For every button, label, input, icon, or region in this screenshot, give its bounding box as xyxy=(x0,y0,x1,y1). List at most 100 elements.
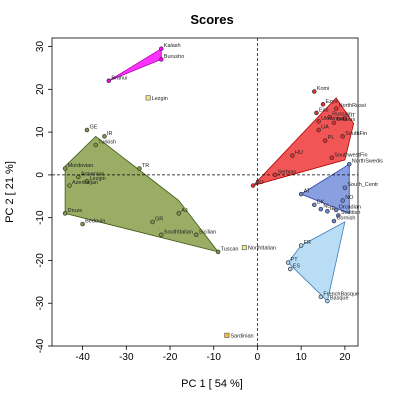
group-1-label-eas: Eas xyxy=(319,107,329,113)
x-tick-label: -40 xyxy=(75,352,90,363)
group-2-label-no: NO xyxy=(345,195,354,201)
group-4-point-druze xyxy=(62,211,68,216)
group-2-point-nl xyxy=(318,206,324,212)
group-2-hull xyxy=(300,163,350,214)
group-3-point-es xyxy=(287,266,293,272)
group-1-point-southfin xyxy=(340,134,345,139)
group-1-point-southwestfin xyxy=(329,155,335,161)
group-2-point-dk xyxy=(312,202,317,208)
group-4-label-tr: TR xyxy=(142,163,149,169)
group-1-point-ua xyxy=(316,127,321,133)
group-2-label-at: AT xyxy=(304,189,311,195)
group-2-label-ie: IE xyxy=(330,206,336,212)
group-1-label-serbian: Serbian xyxy=(277,169,296,175)
chart-title: Scores xyxy=(190,12,233,27)
x-tick-label: -20 xyxy=(163,352,178,363)
group-1-point-serbian xyxy=(272,172,278,178)
group-2-point-ie xyxy=(325,209,330,214)
group-4-label-gr: GR xyxy=(155,216,163,222)
x-tick-label: 20 xyxy=(339,352,351,363)
group-4-point-southitalian xyxy=(159,232,164,238)
group-1-point-komi xyxy=(312,89,317,94)
group-2-point-northswedis xyxy=(347,161,352,167)
group-1-point-ukrainian xyxy=(316,119,321,124)
group-3-label-fr: FR xyxy=(304,240,311,246)
group-2-label-scottish: Scottish xyxy=(341,210,361,216)
group-4-point-ir xyxy=(102,134,107,139)
group-4-label-ir: IR xyxy=(107,131,113,137)
group-2-point-scottish xyxy=(336,213,341,218)
group-4-label-azerbaijan: Azerbaijan xyxy=(72,180,98,186)
singleton-point-sardinian xyxy=(224,332,230,338)
group-5-point-burusho xyxy=(159,57,164,62)
group-4-label-sicilian: Sicilian xyxy=(199,229,216,235)
group-2-point-no xyxy=(340,198,345,203)
group-1-point-lit xyxy=(342,116,348,121)
group-4-point-mordovian xyxy=(62,166,68,171)
group-1-label-ukrainian: Ukrainian xyxy=(321,116,344,122)
group-2-label-orcadian: Orcadian xyxy=(339,204,361,210)
group-4-label-ge: GE xyxy=(89,124,97,130)
group-1-point-hu xyxy=(290,153,295,158)
y-tick-label: 20 xyxy=(35,83,46,95)
group-3-point-fr xyxy=(298,243,304,248)
group-3-point-basque xyxy=(325,298,330,304)
y-tick-label: 0 xyxy=(35,172,46,178)
group-3-point-frenchbasque xyxy=(318,294,324,300)
y-tick-label: -30 xyxy=(35,296,46,311)
group-2-label-northswedis: NorthSwedis xyxy=(352,159,383,165)
group-5-label-burusho: Burusho xyxy=(164,54,185,60)
group-1-point-pl xyxy=(322,138,328,143)
group-2-label-south-centr: South_Centr xyxy=(347,182,378,188)
group-1-label-southfin: SouthFin xyxy=(345,131,367,137)
singleton-label-sardinian: Sardinian xyxy=(230,333,253,339)
singleton-label-northitalian: NorthItalian xyxy=(248,246,276,252)
x-axis-label: PC 1 [ 54 %] xyxy=(181,378,243,390)
singleton-point-northitalian xyxy=(241,245,247,251)
group-1-label-ro: RO xyxy=(256,180,265,186)
group-4-label-mordovian: Mordovian xyxy=(68,163,94,169)
group-3-point-pt xyxy=(285,260,291,265)
x-axis: -40 -30 -20 -10 0 10 20 xyxy=(75,346,351,363)
group-1-point-russian xyxy=(327,114,332,120)
group-4-hull xyxy=(64,135,220,253)
group-1-label-russian: Russian xyxy=(332,112,352,118)
group-4-point-gr xyxy=(150,219,155,225)
group-3-label-es: ES xyxy=(293,264,301,270)
group-1-label-lit: LIT xyxy=(347,113,356,119)
group-1-label-northrussi: NorthRussi xyxy=(339,103,366,109)
group-5-point-kalash xyxy=(159,46,164,51)
group-1-point-ro xyxy=(250,183,256,188)
y-tick-label: 30 xyxy=(35,41,46,53)
x-tick-label: -30 xyxy=(119,352,134,363)
group-4-label-turkish: Turkish xyxy=(98,139,116,145)
group-4-point-azerbaijan xyxy=(67,183,72,188)
group-1-label-southwestfin: SouthwestFin xyxy=(334,152,367,158)
group-5-label-kalash: Kalash xyxy=(164,43,181,49)
group-1-hull xyxy=(251,97,355,187)
group-1-point-ezya xyxy=(320,102,326,107)
group-4-label-lezgin: Lezgin xyxy=(89,176,105,182)
group-2-point-south-centr xyxy=(342,185,348,190)
group-4-label-druze: Druze xyxy=(68,208,83,214)
group-4-point-tuscan xyxy=(215,249,221,255)
group-3-label-pt: PT xyxy=(291,257,299,263)
y-axis: -40 -30 -20 -10 0 10 20 30 xyxy=(35,41,52,353)
group-4-point-aj xyxy=(176,211,182,216)
group-4-point-ge xyxy=(84,127,90,133)
x-tick-label: 0 xyxy=(255,352,261,363)
group-2-point-orcadian xyxy=(333,207,339,213)
y-tick-label: -20 xyxy=(35,253,46,268)
group-1-label-ezya: Ezya xyxy=(326,99,339,105)
group-4-point-lezgin xyxy=(84,179,90,184)
group-hulls xyxy=(64,47,355,302)
group-3-hull xyxy=(287,221,346,302)
data-points xyxy=(62,46,352,338)
group-4-point-turkish xyxy=(93,142,98,148)
group-4-point-bedouin xyxy=(80,221,85,227)
x-tick-label: 10 xyxy=(296,352,308,363)
group-5-point-brahui xyxy=(106,78,112,84)
